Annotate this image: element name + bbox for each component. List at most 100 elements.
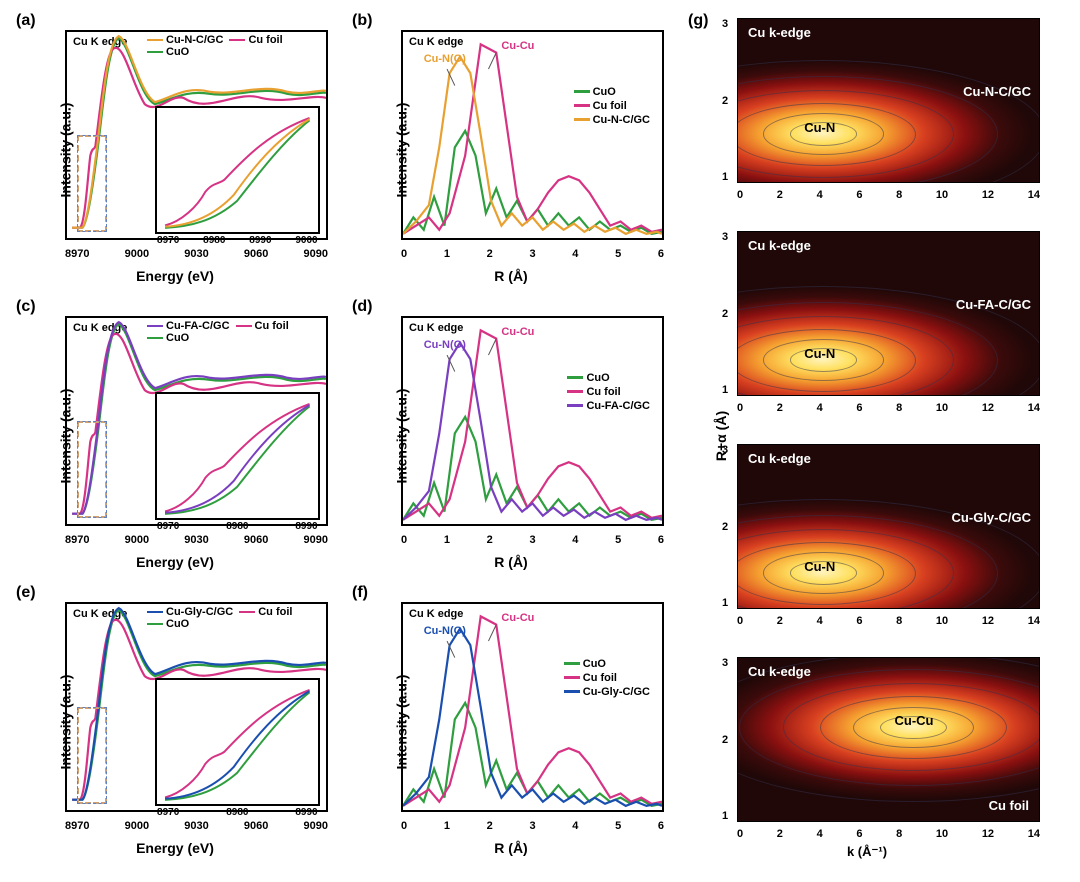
sample-label: Cu-N-C/GC [963,84,1031,99]
xtick: 0 [737,828,743,840]
xtick: 12 [982,189,994,201]
xtick: 10 [936,402,948,414]
ytick: 2 [722,734,728,746]
ytick: 2 [722,521,728,533]
xlabel: R (Å) [494,840,527,856]
legend-text: Cu foil [586,386,620,398]
highlight-box [77,135,107,232]
legend-swatch [574,118,590,121]
xtick: 8970 [157,235,179,246]
xtick: 0 [737,189,743,201]
xtick: 8 [896,189,902,201]
inset-plot: 8970898089909000 [155,106,320,234]
xtick: 5 [615,534,621,546]
legend-swatch [567,404,583,407]
xtick: 9030 [184,534,208,546]
peak-label: Cu-N(O) [424,625,466,637]
xtick: 3 [529,820,535,832]
wavelet-stack: Cu k-edgeCu-N-C/GCCu-N12302468101214Cu k… [682,10,1052,862]
xtick: 3 [529,534,535,546]
xtick: 6 [856,828,862,840]
xlabel: Energy (eV) [136,840,214,856]
xtick: 10 [936,828,948,840]
ylabel: Intensity (a.u.) [393,389,409,484]
xticks: 89709000903090609090 [65,820,328,832]
panel-label: (b) [352,12,372,30]
xtick: 6 [658,534,664,546]
xlabel: Energy (eV) [136,268,214,284]
legend-swatch [564,662,580,665]
xtick: 2 [487,248,493,260]
heatmap: Cu k-edgeCu-Gly-C/GCCu-N [737,444,1040,609]
ytick: 3 [722,231,728,243]
legend-text: CuO [583,658,606,670]
xtick: 8990 [295,807,317,818]
peak-label: Cu-N [804,559,835,574]
xtick: 5 [615,248,621,260]
ytick: 3 [722,18,728,30]
heatmap: Cu k-edgeCu-N-C/GCCu-N [737,18,1040,183]
peak-label: Cu-Cu [895,713,934,728]
legend-text: Cu foil [593,100,627,112]
ytick: 2 [722,95,728,107]
xtick: 8 [896,615,902,627]
legend: CuOCu foilCu-N-C/GC [574,86,656,126]
xtick: 14 [1028,615,1040,627]
xticks: 02468101214 [737,189,1040,201]
xtick: 6 [856,615,862,627]
edge-label: Cu k-edge [748,25,811,40]
ytick: 3 [722,657,728,669]
xtick: 8 [896,402,902,414]
xtick: 3 [529,248,535,260]
xlabel: R (Å) [494,268,527,284]
inset-xticks: 897089808990 [157,521,318,532]
xticks: 0123456 [401,534,664,546]
xtick: 5 [615,820,621,832]
xtick: 9030 [184,248,208,260]
xtick: 9060 [244,820,268,832]
highlight-box [77,707,107,804]
contour-line [737,60,1040,183]
ytick: 1 [722,384,728,396]
peak-label: Cu-Cu [501,40,534,52]
xticks: 0123456 [401,820,664,832]
xtick: 4 [817,402,823,414]
xtick: 14 [1028,828,1040,840]
ylabel: R+α (Å) [713,411,729,461]
xtick: 4 [817,189,823,201]
legend-item: CuO [574,86,650,98]
legend-item: Cu-FA-C/GC [567,400,650,412]
edge-label: Cu k-edge [748,238,811,253]
xtick: 6 [658,248,664,260]
xtick: 12 [982,402,994,414]
xticks: 02468101214 [737,402,1040,414]
legend: CuOCu foilCu-FA-C/GC [567,372,656,412]
panel-f: (f)Cu K edgeCu-N(O)Cu-CuCuOCu foilCu-Gly… [346,582,676,862]
xlabel: k (Å⁻¹) [847,844,887,860]
xtick: 8 [896,828,902,840]
panel-label: (g) [688,12,708,30]
wavelet-panel: Cu k-edgeCu-FA-C/GCCu-N12302468101214 [682,223,1052,436]
panel-d: (d)Cu K edgeCu-N(O)Cu-CuCuOCu foilCu-FA-… [346,296,676,576]
xtick: 2 [777,615,783,627]
ylabel: Intensity (a.u.) [57,389,73,484]
xtick: 9000 [125,820,149,832]
xtick: 2 [777,189,783,201]
legend-item: CuO [564,658,650,670]
legend-item: Cu foil [564,672,650,684]
legend-swatch [574,104,590,107]
xtick: 14 [1028,189,1040,201]
xtick: 2 [777,828,783,840]
sample-label: Cu-Gly-C/GC [952,510,1031,525]
xtick: 12 [982,615,994,627]
legend-text: Cu-FA-C/GC [586,400,650,412]
ylabel: Intensity (a.u.) [393,103,409,198]
xtick: 1 [444,248,450,260]
panel-label: (a) [16,12,36,30]
yticks: 123 [722,657,728,822]
xtick: 9090 [304,248,328,260]
legend-swatch [574,90,590,93]
xtick: 9000 [125,534,149,546]
panel-e: (e)Cu K edgeCu-Gly-C/GCCu foilCuO8970898… [10,582,340,862]
highlight-box [77,421,107,518]
